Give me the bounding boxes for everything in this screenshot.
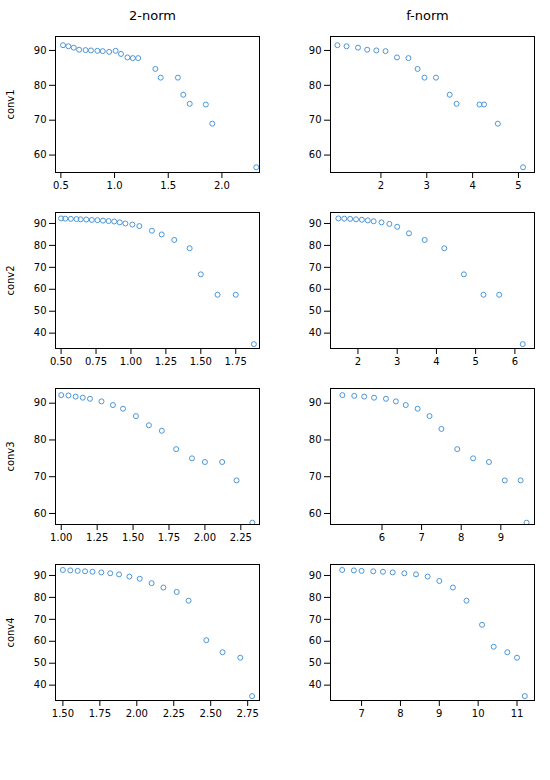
svg-text:80: 80 [33, 434, 46, 445]
svg-text:70: 70 [308, 114, 321, 125]
svg-text:1.00: 1.00 [50, 532, 72, 543]
svg-text:10: 10 [471, 708, 484, 719]
svg-text:9: 9 [497, 532, 503, 543]
svg-text:8: 8 [458, 532, 464, 543]
svg-text:1.50: 1.50 [121, 532, 143, 543]
svg-text:50: 50 [33, 305, 46, 316]
html-text:2-norm: 2-norm [129, 8, 176, 23]
svg-text:7: 7 [418, 532, 424, 543]
svg-text:1.25: 1.25 [154, 356, 176, 367]
svg-text:0.50: 0.50 [49, 356, 71, 367]
svg-text:70: 70 [308, 262, 321, 273]
svg-text:2.0: 2.0 [213, 180, 229, 191]
svg-text:40: 40 [308, 679, 321, 690]
svg-text:40: 40 [33, 327, 46, 338]
svg-text:90: 90 [308, 570, 321, 581]
svg-text:5: 5 [472, 356, 478, 367]
svg-text:2.25: 2.25 [229, 532, 251, 543]
svg-text:2: 2 [354, 356, 360, 367]
svg-text:4: 4 [433, 356, 439, 367]
svg-text:1.0: 1.0 [106, 180, 122, 191]
svg-text:2.00: 2.00 [193, 532, 215, 543]
svg-text:40: 40 [308, 327, 321, 338]
svg-text:1.75: 1.75 [224, 356, 246, 367]
svg-text:60: 60 [33, 149, 46, 160]
svg-text:1.00: 1.00 [119, 356, 141, 367]
svg-text:60: 60 [308, 635, 321, 646]
svg-text:60: 60 [308, 149, 321, 160]
svg-text:60: 60 [308, 283, 321, 294]
svg-text:1.50: 1.50 [189, 356, 211, 367]
svg-text:3: 3 [423, 180, 429, 191]
svg-text:1.25: 1.25 [86, 532, 108, 543]
svg-text:60: 60 [33, 283, 46, 294]
svg-text:50: 50 [308, 657, 321, 668]
svg-text:70: 70 [33, 471, 46, 482]
svg-text:90: 90 [33, 570, 46, 581]
svg-text:1.75: 1.75 [88, 708, 110, 719]
svg-text:6: 6 [511, 356, 517, 367]
svg-text:70: 70 [308, 471, 321, 482]
svg-text:9: 9 [436, 708, 442, 719]
svg-text:80: 80 [33, 240, 46, 251]
svg-text:7: 7 [358, 708, 364, 719]
svg-text:2.25: 2.25 [162, 708, 184, 719]
svg-text:90: 90 [33, 45, 46, 56]
svg-text:70: 70 [33, 262, 46, 273]
svg-text:80: 80 [308, 434, 321, 445]
svg-text:11: 11 [510, 708, 523, 719]
svg-text:90: 90 [33, 397, 46, 408]
svg-text:2: 2 [377, 180, 383, 191]
svg-text:conv2: conv2 [4, 265, 15, 295]
svg-text:90: 90 [308, 45, 321, 56]
svg-text:4: 4 [469, 180, 475, 191]
svg-text:70: 70 [308, 614, 321, 625]
svg-text:80: 80 [33, 80, 46, 91]
svg-text:8: 8 [397, 708, 403, 719]
svg-text:60: 60 [33, 635, 46, 646]
svg-text:90: 90 [33, 218, 46, 229]
svg-text:80: 80 [308, 240, 321, 251]
svg-text:1.50: 1.50 [51, 708, 73, 719]
svg-text:1.75: 1.75 [157, 532, 179, 543]
svg-text:0.75: 0.75 [84, 356, 106, 367]
svg-text:60: 60 [308, 508, 321, 519]
svg-text:6: 6 [378, 532, 384, 543]
svg-text:conv1: conv1 [4, 89, 15, 119]
svg-text:80: 80 [308, 592, 321, 603]
svg-text:90: 90 [308, 218, 321, 229]
svg-text:2.00: 2.00 [125, 708, 147, 719]
html-text:f-norm: f-norm [406, 8, 449, 23]
svg-text:50: 50 [308, 305, 321, 316]
svg-text:conv3: conv3 [4, 441, 15, 471]
svg-text:60: 60 [33, 508, 46, 519]
svg-text:80: 80 [308, 80, 321, 91]
svg-text:70: 70 [33, 614, 46, 625]
svg-text:90: 90 [308, 397, 321, 408]
svg-text:3: 3 [394, 356, 400, 367]
svg-text:0.5: 0.5 [52, 180, 68, 191]
svg-text:2.75: 2.75 [236, 708, 258, 719]
svg-text:40: 40 [33, 679, 46, 690]
svg-text:conv4: conv4 [4, 617, 15, 647]
svg-text:50: 50 [33, 657, 46, 668]
svg-text:2.50: 2.50 [199, 708, 221, 719]
svg-text:70: 70 [33, 114, 46, 125]
svg-text:80: 80 [33, 592, 46, 603]
svg-text:1.5: 1.5 [160, 180, 176, 191]
svg-text:5: 5 [515, 180, 521, 191]
